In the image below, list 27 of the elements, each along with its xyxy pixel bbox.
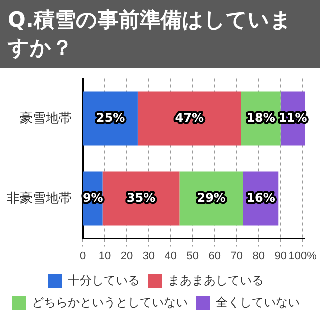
data-label: 16% bbox=[246, 190, 276, 205]
bar bbox=[102, 172, 180, 226]
x-tick-label: 50 bbox=[186, 250, 200, 262]
chart-title: Q.積雪の事前準備はしていますか？ bbox=[0, 0, 320, 68]
data-label: 18% bbox=[246, 110, 276, 125]
data-label: 29% bbox=[197, 190, 226, 205]
y-tick-label: 非豪雪地帯 bbox=[7, 190, 72, 206]
x-tick-label: 60 bbox=[208, 250, 222, 262]
x-tick-label: 30 bbox=[142, 250, 156, 262]
y-tick-label: 豪雪地帯 bbox=[20, 110, 72, 126]
data-label: 35% bbox=[126, 190, 156, 205]
x-tick-label: 40 bbox=[164, 250, 178, 262]
x-tick-label: 100% bbox=[288, 250, 318, 262]
bar bbox=[138, 92, 242, 146]
x-tick-label: 70 bbox=[230, 250, 243, 262]
data-label: 25% bbox=[96, 110, 126, 125]
x-tick-label: 90 bbox=[274, 250, 287, 262]
legend-label: 全くしていない bbox=[216, 295, 300, 310]
x-tick-label: 10 bbox=[98, 250, 112, 262]
x-tick-label: 80 bbox=[252, 250, 265, 262]
data-label: 47% bbox=[175, 110, 204, 125]
x-tick-label: 20 bbox=[120, 250, 134, 262]
legend-label: まあまあしている bbox=[168, 273, 264, 288]
legend-label: 十分している bbox=[68, 273, 140, 288]
x-tick-label: 0 bbox=[80, 250, 86, 262]
legend-label: どちらかというとしていない bbox=[32, 295, 188, 310]
data-label: 9% bbox=[82, 190, 104, 205]
